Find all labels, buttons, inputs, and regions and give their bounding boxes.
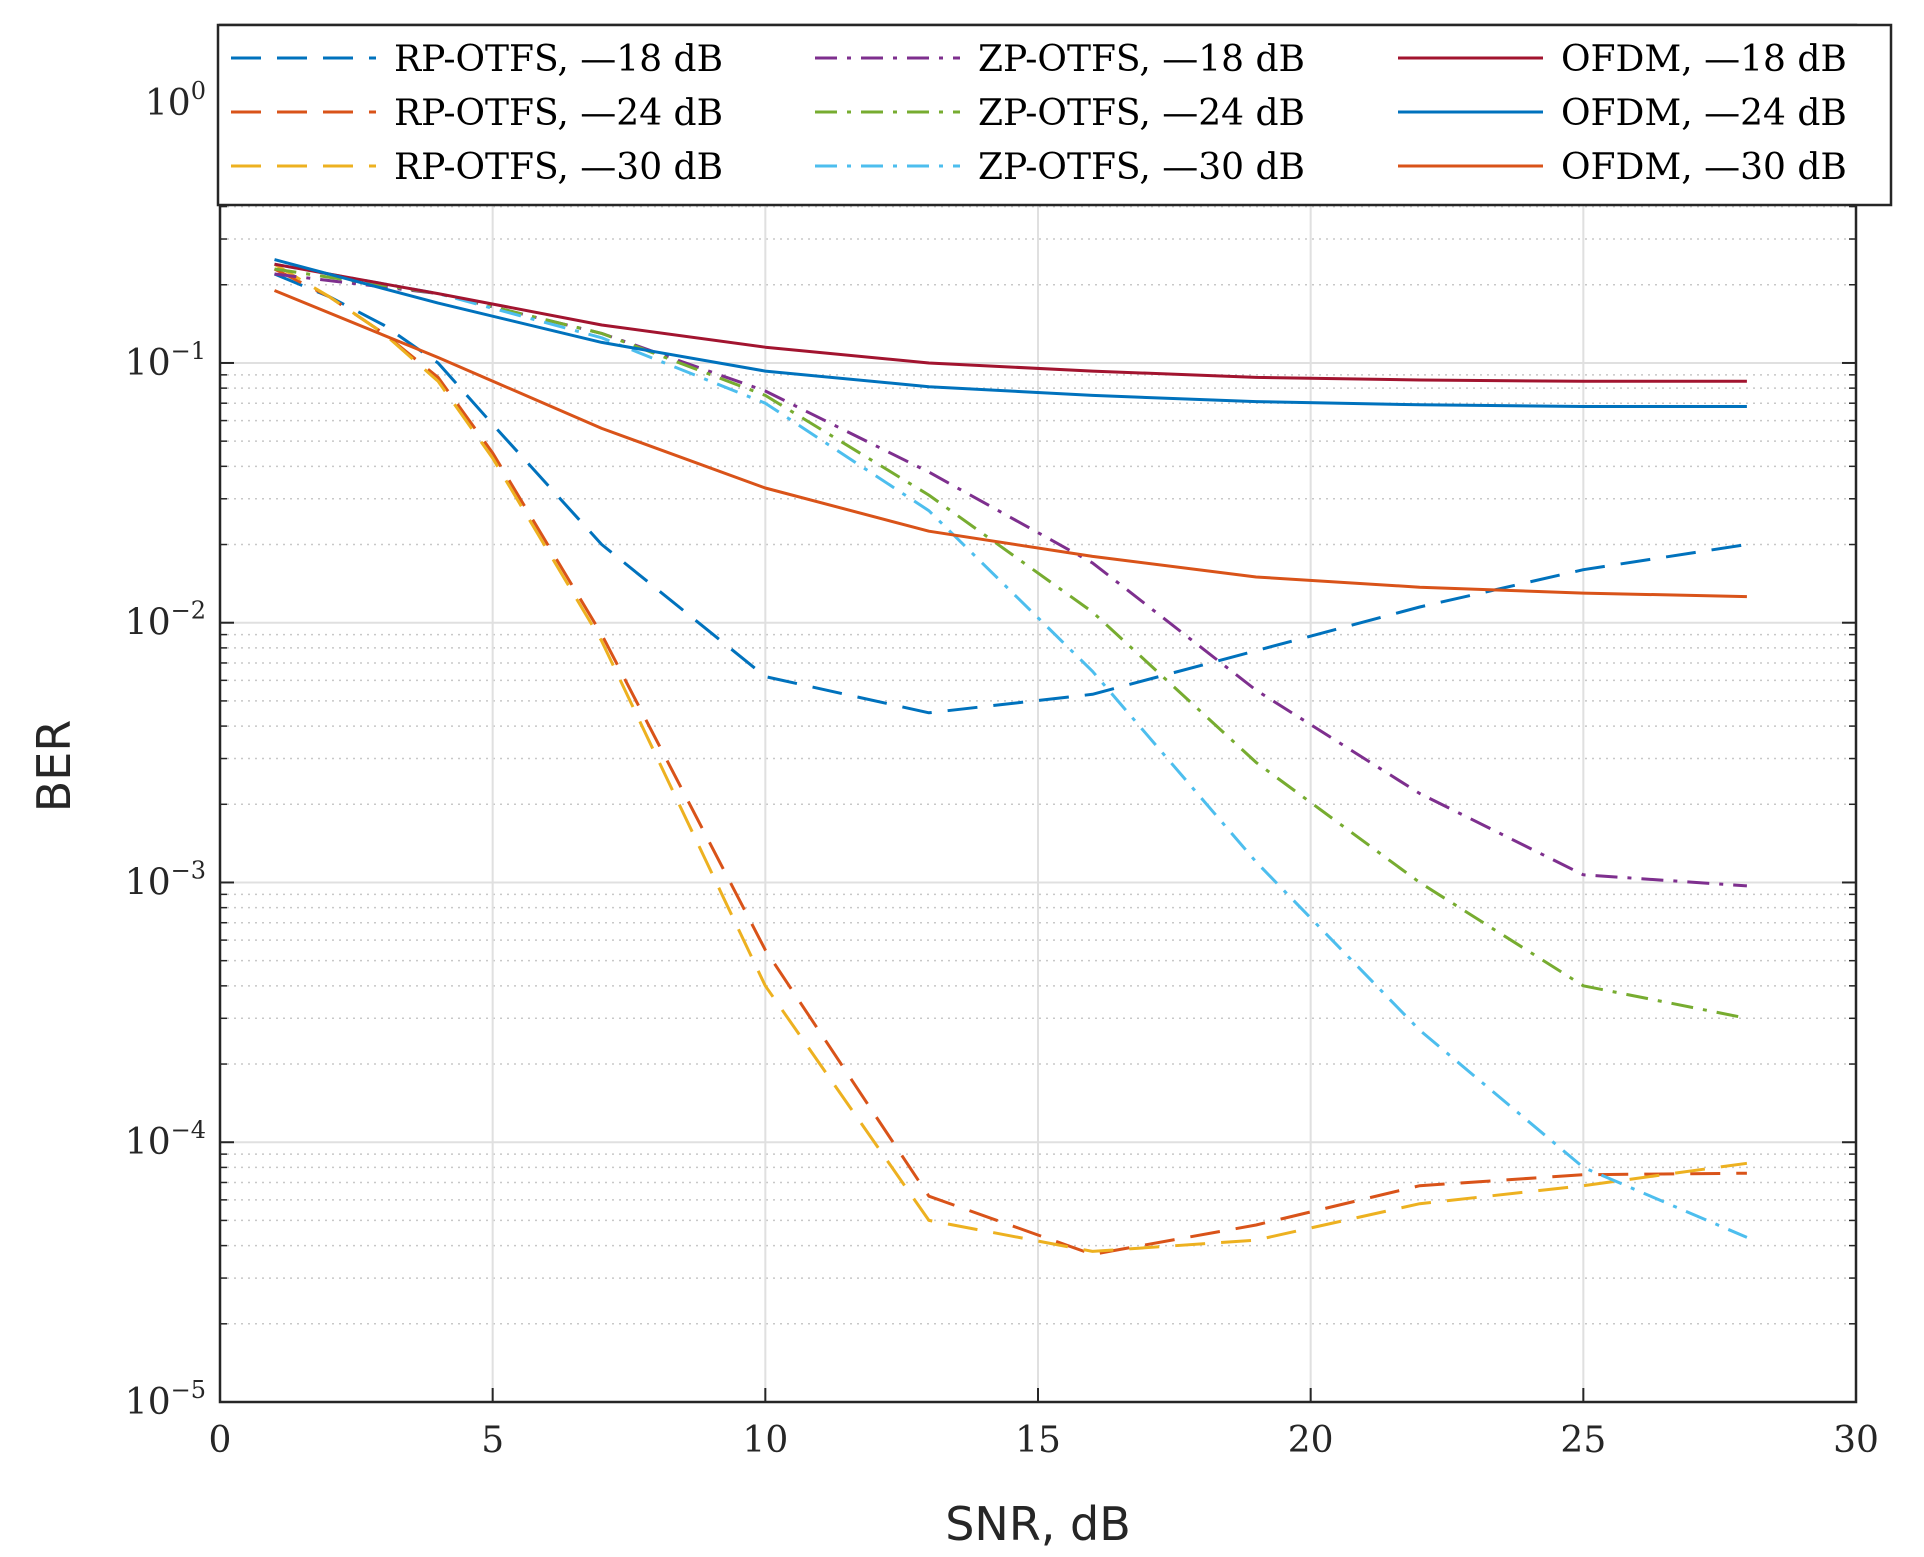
series-line-1 — [273, 272, 1748, 715]
legend-label-8: OFDM, —24 dB — [1561, 93, 1847, 134]
legend-label-9: OFDM, —30 dB — [1561, 147, 1847, 188]
x-tick-label: 10 — [742, 1420, 788, 1461]
legend-label-4: ZP-OTFS, —18 dB — [978, 39, 1305, 80]
legend: RP-OTFS, —18 dB RP-OTFS, —24 dB RP-OTFS, —… — [216, 23, 1893, 207]
grid — [219, 24, 1857, 1403]
y-tick-label: 100 — [145, 77, 206, 124]
x-tick-label: 25 — [1560, 1420, 1606, 1461]
series-line-6 — [274, 262, 1748, 1239]
series-line-2 — [273, 267, 1747, 1256]
series-line-3 — [273, 262, 1748, 1253]
y-tick-label: 10−2 — [125, 597, 206, 644]
x-tick-label: 5 — [481, 1420, 504, 1461]
y-tick-label: 10−1 — [125, 337, 206, 384]
series-line-7 — [274, 262, 1747, 383]
series-lines — [273, 258, 1748, 1256]
legend-box — [216, 23, 1893, 207]
y-axis-title: BER — [27, 720, 81, 813]
x-tick-label: 30 — [1833, 1420, 1879, 1461]
series-line-9 — [273, 289, 1747, 599]
series-line-8 — [274, 258, 1747, 408]
y-tick-label: 10−4 — [125, 1116, 206, 1163]
legend-label-1: RP-OTFS, —18 dB — [394, 39, 723, 80]
legend-label-3: RP-OTFS, —30 dB — [394, 147, 723, 188]
x-axis-title: SNR, dB — [945, 1497, 1131, 1551]
y-tick-label: 10−3 — [125, 856, 206, 903]
axis-ticks: 10−5 10−4 10−3 10−2 10−1 100 0 5 10 15 20 25 30 — [125, 24, 1879, 1461]
legend-label-6: ZP-OTFS, —30 dB — [978, 147, 1305, 188]
series-line-5 — [274, 267, 1748, 1020]
x-tick-label: 0 — [209, 1420, 232, 1461]
legend-label-2: RP-OTFS, —24 dB — [394, 93, 723, 134]
x-tick-label: 15 — [1015, 1420, 1061, 1461]
x-tick-label: 20 — [1288, 1420, 1334, 1461]
legend-label-7: OFDM, —18 dB — [1561, 39, 1847, 80]
legend-label-5: ZP-OTFS, —24 dB — [978, 93, 1305, 134]
y-tick-label: 10−5 — [125, 1376, 206, 1423]
